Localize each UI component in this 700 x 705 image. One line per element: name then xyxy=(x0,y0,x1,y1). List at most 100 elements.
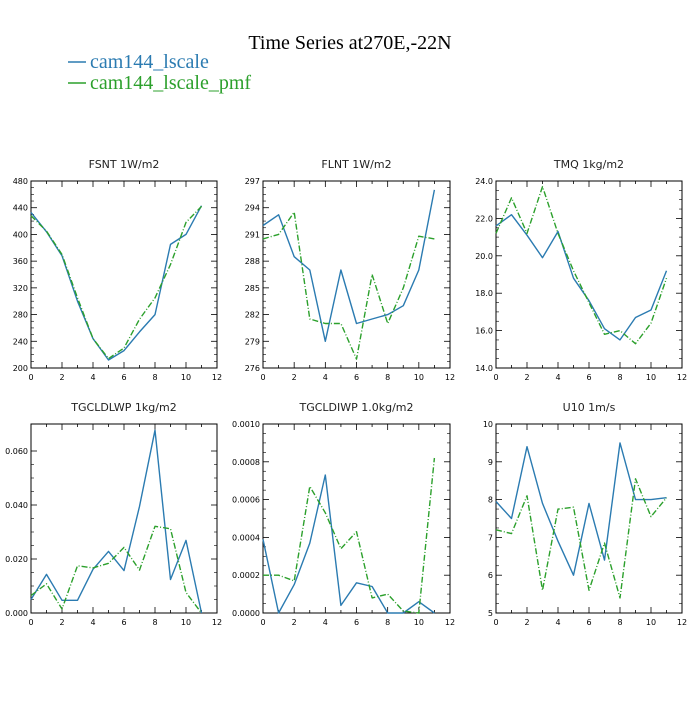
x-tick-label: 10 xyxy=(414,373,424,382)
y-tick-label: 400 xyxy=(13,230,28,239)
y-tick-label: 480 xyxy=(13,177,28,186)
x-tick-label: 12 xyxy=(212,618,222,627)
legend: cam144_lscale cam144_lscale_pmf xyxy=(68,51,251,94)
series-line-lscale-pmf xyxy=(30,205,203,360)
x-tick-label: 4 xyxy=(90,373,95,382)
y-tick-label: 0.000 xyxy=(5,609,28,618)
y-tick-label: 0.0010 xyxy=(232,420,260,429)
y-tick-label: 297 xyxy=(245,177,260,186)
x-tick-label: 0 xyxy=(28,373,33,382)
figure-title: Time Series at270E,-22N xyxy=(248,32,451,54)
plot-frame xyxy=(30,423,218,614)
series-line-lscale xyxy=(30,429,203,614)
x-tick-label: 6 xyxy=(354,373,359,382)
y-tick-label: 6 xyxy=(488,571,493,580)
x-tick-label: 6 xyxy=(586,373,591,382)
x-tick-label: 8 xyxy=(152,618,157,627)
y-tick-label: 22.0 xyxy=(475,214,493,223)
x-tick-label: 2 xyxy=(59,618,64,627)
x-tick-label: 12 xyxy=(677,373,687,382)
panel-title: TGCLDLWP 1kg/m2 xyxy=(70,401,176,414)
x-tick-label: 4 xyxy=(555,618,560,627)
x-tick-label: 2 xyxy=(524,618,529,627)
plot-frame xyxy=(262,180,451,369)
x-tick-label: 6 xyxy=(121,373,126,382)
x-tick-label: 12 xyxy=(677,618,687,627)
y-tick-label: 360 xyxy=(13,257,28,266)
y-tick-label: 0.040 xyxy=(5,501,28,510)
x-tick-label: 8 xyxy=(617,373,622,382)
y-tick-label: 285 xyxy=(245,284,260,293)
y-tick-label: 0.0002 xyxy=(232,571,260,580)
y-tick-label: 5 xyxy=(488,609,493,618)
x-tick-label: 8 xyxy=(152,373,157,382)
panel-title: TMQ 1kg/m2 xyxy=(553,158,624,171)
y-tick-label: 9 xyxy=(488,458,493,467)
x-tick-label: 8 xyxy=(617,618,622,627)
x-tick-label: 12 xyxy=(212,373,222,382)
panel-3: TMQ 1kg/m2 0 2 4 6 8 10 12 14.0 16.0 18.0 20.0 22.0 2… xyxy=(475,158,687,382)
y-tick-label: 0.0008 xyxy=(232,458,260,467)
y-tick-label: 240 xyxy=(13,337,28,346)
y-tick-label: 291 xyxy=(245,230,260,239)
y-tick-label: 0.0000 xyxy=(232,609,260,618)
y-tick-label: 276 xyxy=(245,364,260,373)
panels: FSNT 1W/m20 2 4 6 8 10 12200240280320360400440… xyxy=(5,158,687,627)
x-tick-label: 2 xyxy=(292,618,297,627)
legend-label-1: cam144_lscale xyxy=(90,51,209,73)
x-tick-label: 4 xyxy=(90,618,95,627)
panel-1: FSNT 1W/m2 0 2 4 6 8 10 12 200 240 280 320 360 400 440… xyxy=(13,158,222,382)
x-tick-label: 10 xyxy=(646,618,656,627)
panel-4: TGCLDLWP 1kg/m2 0 2 4 6 8 10 12 0.000 0.020 0.040 0… xyxy=(5,401,222,627)
panel-title: FLNT 1W/m2 xyxy=(321,158,391,171)
series-line-lscale xyxy=(262,474,435,614)
y-tick-label: 282 xyxy=(245,311,260,320)
series-line-lscale-pmf xyxy=(495,185,668,345)
x-tick-label: 8 xyxy=(385,373,390,382)
x-tick-label: 4 xyxy=(323,373,328,382)
series-line-lscale-pmf xyxy=(262,211,435,360)
y-tick-label: 0.020 xyxy=(5,555,28,564)
y-tick-label: 10 xyxy=(483,420,493,429)
panel-6: U10 1m/s 0 2 4 6 8 10 12 5 6 7 8 9 10 xyxy=(483,401,687,627)
panel-title: U10 1m/s xyxy=(563,401,616,414)
series-line-lscale xyxy=(262,189,436,342)
x-tick-label: 0 xyxy=(28,618,33,627)
x-tick-label: 0 xyxy=(493,373,498,382)
y-tick-label: 14.0 xyxy=(475,364,493,373)
y-tick-label: 0.060 xyxy=(5,447,28,456)
series-line-lscale xyxy=(495,213,668,341)
y-tick-label: 200 xyxy=(13,364,28,373)
plot-frame xyxy=(495,423,683,614)
x-tick-label: 10 xyxy=(646,373,656,382)
y-tick-label: 288 xyxy=(245,257,260,266)
panel-5: TGCLDIWP 1.0kg/m2 0 2 4 6 8 10 12 0.0000 0.0002 0.… xyxy=(232,401,455,627)
x-tick-label: 8 xyxy=(385,618,390,627)
x-tick-label: 6 xyxy=(354,618,359,627)
x-tick-label: 10 xyxy=(181,373,191,382)
x-tick-label: 4 xyxy=(323,618,328,627)
y-tick-label: 294 xyxy=(245,204,260,213)
x-tick-label: 10 xyxy=(414,618,424,627)
x-tick-label: 2 xyxy=(524,373,529,382)
x-tick-label: 0 xyxy=(260,618,265,627)
y-tick-label: 7 xyxy=(488,533,493,542)
series-line-lscale-pmf xyxy=(263,457,436,614)
x-tick-label: 2 xyxy=(59,373,64,382)
y-tick-label: 280 xyxy=(13,311,28,320)
x-tick-label: 4 xyxy=(555,373,560,382)
plot-frame xyxy=(262,423,451,614)
x-tick-label: 2 xyxy=(292,373,297,382)
x-tick-label: 10 xyxy=(181,618,191,627)
x-tick-label: 12 xyxy=(445,618,455,627)
plot-frame xyxy=(495,180,683,369)
y-tick-label: 440 xyxy=(13,204,28,213)
panel-2: FLNT 1W/m2 0 2 4 6 8 10 12 276 279 282 285 288 291 294… xyxy=(245,158,455,382)
x-tick-label: 0 xyxy=(260,373,265,382)
y-tick-label: 18.0 xyxy=(475,289,493,298)
x-tick-label: 12 xyxy=(445,373,455,382)
y-tick-label: 8 xyxy=(488,496,493,505)
plot-frame xyxy=(30,180,218,369)
